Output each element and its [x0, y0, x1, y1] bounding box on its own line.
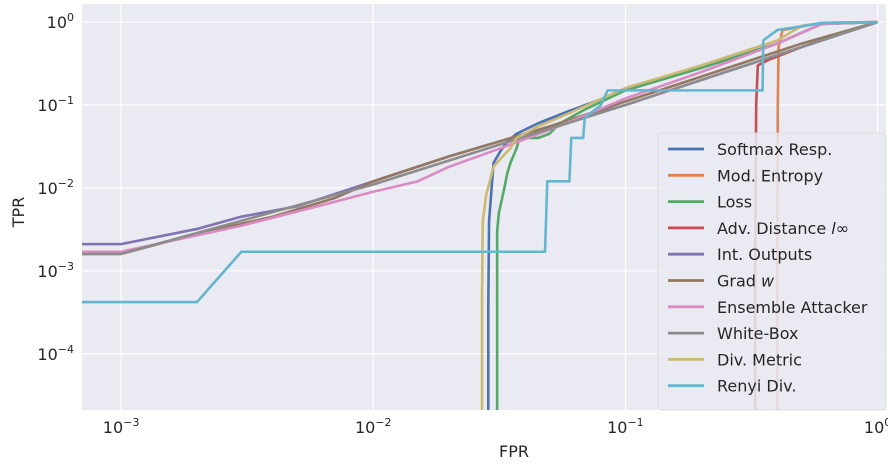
- x-tick-label: 10−2: [355, 416, 392, 437]
- x-tick-label: 10−3: [103, 416, 140, 437]
- x-tick-label: 10−1: [607, 416, 644, 437]
- legend-item-label: Mod. Entropy: [717, 166, 823, 185]
- y-axis-ticks: 10−4 10−3 10−2 10−1 100: [37, 11, 74, 364]
- legend-item-label: Renyi Div.: [717, 377, 796, 396]
- y-axis-label: TPR: [9, 197, 28, 229]
- legend-item-label: Int. Outputs: [717, 245, 812, 264]
- series-line-9: [82, 20, 878, 304]
- y-tick-label: 10−3: [37, 260, 74, 281]
- legend: Softmax Resp. Mod. Entropy Loss Adv. Distan…: [657, 132, 887, 411]
- legend-item-label: White-Box: [717, 324, 798, 343]
- legend-item-label: Grad w: [717, 272, 775, 291]
- y-tick-label: 10−2: [37, 177, 74, 198]
- y-tick-label: 10−1: [37, 94, 74, 115]
- legend-item-label: Loss: [717, 193, 752, 212]
- legend-item-label: Adv. Distance l∞: [717, 219, 849, 238]
- x-tick-label: 100: [864, 416, 888, 437]
- series-line-2: [495, 20, 878, 410]
- series-line-7: [82, 20, 878, 256]
- legend-box: [657, 132, 887, 411]
- y-tick-label: 100: [47, 11, 74, 32]
- legend-item-label: Ensemble Attacker: [717, 298, 868, 317]
- series-lines: [82, 20, 878, 410]
- legend-item-label: Softmax Resp.: [717, 140, 832, 159]
- y-tick-label: 10−4: [37, 343, 74, 364]
- series-line-8: [480, 20, 878, 410]
- series-line-6: [82, 20, 878, 254]
- x-axis-label: FPR: [499, 442, 529, 461]
- x-axis-ticks: 10−3 10−2 10−1 100: [103, 416, 888, 437]
- legend-item-label: Div. Metric: [717, 350, 802, 369]
